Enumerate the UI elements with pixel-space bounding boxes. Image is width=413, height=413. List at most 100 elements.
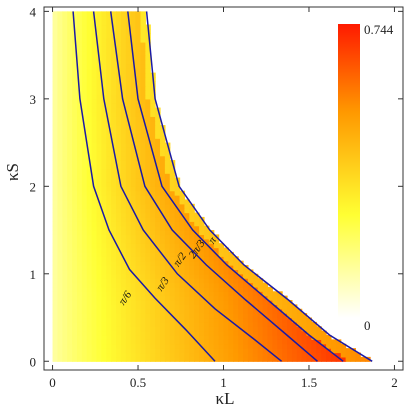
heat-cell [116, 208, 122, 214]
heat-cell [125, 55, 132, 61]
heat-cell [62, 125, 68, 131]
heat-cell [140, 142, 146, 148]
heat-cell [174, 295, 181, 301]
heat-cell [81, 177, 88, 183]
heat-cell [228, 256, 234, 262]
heat-cell [130, 94, 137, 100]
heat-cell [184, 265, 190, 271]
heat-cell [238, 282, 244, 288]
heat-cell [140, 238, 146, 244]
heat-cell [335, 348, 342, 354]
heat-cell [238, 278, 244, 284]
heat-cell [91, 221, 98, 227]
heat-cell [125, 273, 132, 279]
heat-cell [223, 321, 229, 327]
heat-cell [111, 120, 117, 126]
heat-cell [169, 216, 176, 222]
heat-cell [96, 168, 102, 174]
heat-cell [160, 181, 166, 187]
heat-cell [208, 265, 215, 271]
heat-cell [179, 251, 186, 257]
heat-cell [208, 286, 215, 292]
heat-cell [76, 15, 83, 21]
heat-cell [91, 111, 98, 117]
heat-cell [208, 335, 215, 340]
heat-cell [228, 313, 234, 319]
heat-cell [52, 282, 59, 288]
heat-cell [145, 238, 151, 244]
heat-cell [62, 68, 68, 74]
heat-cell [301, 313, 308, 319]
heat-cell [164, 186, 171, 192]
heat-cell [96, 186, 102, 192]
heat-cell [120, 81, 127, 87]
heat-cell [101, 116, 107, 122]
heat-cell [81, 146, 88, 152]
heat-cell [199, 238, 205, 244]
heat-cell [96, 304, 102, 310]
heat-cell [208, 304, 215, 310]
heat-cell [116, 291, 122, 297]
heat-cell [130, 46, 137, 52]
heat-cell [218, 278, 225, 284]
heat-cell [213, 348, 220, 354]
heat-cell [130, 195, 137, 201]
heat-cell [111, 164, 117, 170]
heat-cell [135, 343, 142, 349]
heat-cell [57, 221, 63, 227]
heat-cell [130, 234, 137, 240]
heat-cell [291, 343, 298, 349]
heat-cell [135, 11, 142, 17]
heat-cell [81, 85, 88, 91]
heat-cell [116, 238, 122, 244]
heat-cell [169, 177, 176, 183]
heat-cell [140, 173, 146, 179]
heat-cell [233, 282, 239, 288]
heat-cell [116, 46, 122, 52]
heat-cell [135, 295, 142, 301]
heat-cell [140, 230, 146, 236]
heat-cell [135, 116, 142, 122]
heat-cell [106, 116, 112, 122]
heat-cell [106, 103, 112, 109]
heat-cell [203, 225, 210, 231]
heat-cell [247, 352, 254, 358]
heat-cell [291, 321, 298, 327]
heat-cell [282, 300, 288, 305]
heat-cell [52, 181, 59, 187]
heat-cell [57, 24, 63, 30]
heat-cell [96, 195, 102, 201]
heat-cell [208, 251, 215, 257]
heat-cell [101, 335, 107, 340]
heat-cell [72, 168, 78, 174]
heat-cell [174, 238, 181, 244]
heat-cell [184, 203, 190, 209]
heat-cell [52, 300, 59, 305]
heat-cell [62, 46, 68, 52]
heat-cell [340, 348, 347, 354]
heat-cell [106, 278, 112, 284]
heat-cell [272, 300, 278, 305]
heat-cell [67, 142, 73, 148]
heat-cell [62, 129, 68, 135]
heat-cell [130, 133, 137, 139]
heat-cell [247, 269, 254, 275]
heat-cell [150, 195, 156, 201]
heat-cell [316, 348, 322, 354]
heat-cell [125, 37, 132, 43]
heat-cell [96, 321, 102, 327]
heat-cell [130, 168, 137, 174]
heat-cell [86, 186, 93, 192]
heat-cell [130, 203, 137, 209]
heat-cell [76, 243, 83, 249]
heat-cell [150, 225, 156, 231]
heat-cell [86, 203, 93, 209]
heat-cell [184, 295, 190, 301]
heat-cell [145, 107, 151, 113]
heat-cell [116, 120, 122, 126]
heat-cell [86, 94, 93, 100]
heat-cell [306, 321, 313, 327]
heat-cell [140, 72, 146, 78]
heat-cell [91, 208, 98, 214]
heat-cell [213, 265, 220, 271]
